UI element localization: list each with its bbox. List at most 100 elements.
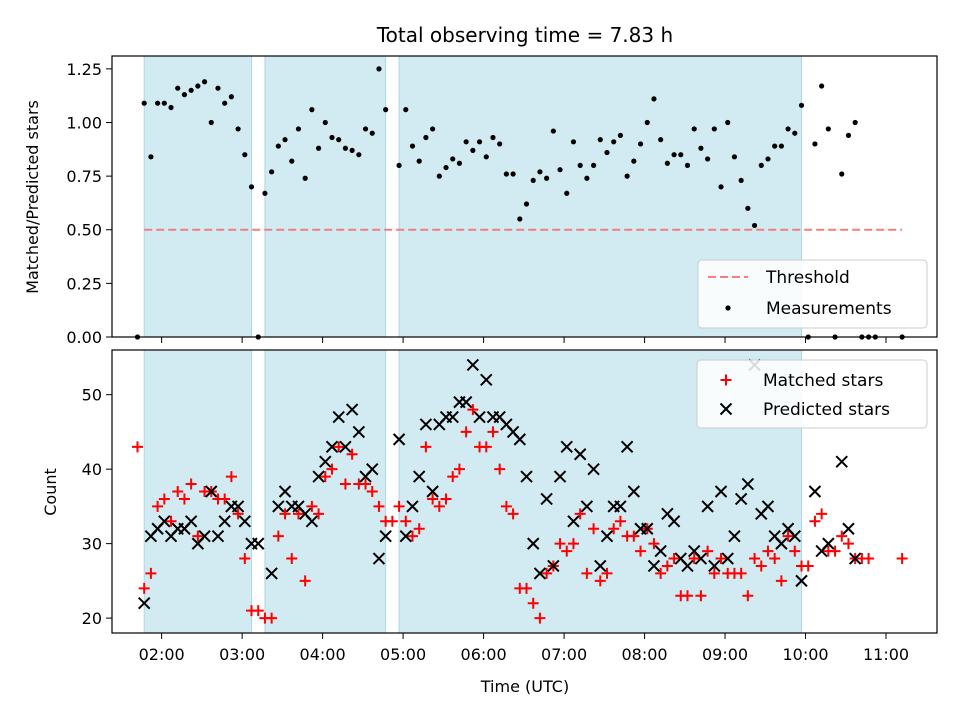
time-x-tick-label-3: 05:00 — [380, 645, 426, 664]
predicted-star-point-28-glyph — [332, 410, 345, 424]
matched-stars-series — [131, 404, 908, 624]
predicted-star-point-59 — [547, 559, 560, 573]
predicted-star-point-66 — [594, 559, 607, 573]
predicted-star-point-101-glyph — [842, 522, 855, 535]
predicted-star-point-54 — [513, 433, 527, 446]
predicted-star-point-77-glyph — [667, 515, 681, 528]
predicted-star-point-87-glyph — [734, 492, 748, 506]
predicted-star-point-48 — [473, 410, 486, 424]
measurement-point-76 — [651, 96, 657, 102]
predicted-star-point-97-glyph — [808, 485, 822, 498]
predicted-star-point-63-glyph — [573, 448, 587, 461]
matched-star-point-8-glyph — [185, 478, 197, 490]
measurement-point-96 — [785, 126, 791, 132]
measurement-point-60 — [544, 175, 550, 181]
matched-star-point-90-glyph — [735, 567, 747, 579]
predicted-star-point-33-glyph — [366, 462, 379, 476]
predicted-star-point-96 — [795, 574, 808, 588]
predicted-star-point-55-glyph — [520, 470, 533, 483]
predicted-star-point-34 — [372, 552, 386, 565]
measurement-point-45 — [443, 164, 449, 171]
measurement-point-88 — [731, 154, 738, 160]
predicted-star-point-3-glyph — [158, 515, 171, 528]
matched-star-point-94-glyph — [762, 545, 774, 557]
matched-star-point-72 — [614, 515, 626, 527]
predicted-star-point-82 — [701, 500, 714, 513]
predicted-star-point-49 — [480, 373, 493, 386]
measurement-point-30 — [336, 137, 342, 143]
predicted-star-point-82-glyph — [701, 500, 714, 513]
matched-star-point-20-glyph — [266, 612, 278, 624]
predicted-star-point-20 — [278, 485, 292, 498]
predicted-star-point-64-glyph — [580, 500, 594, 513]
predicted-star-point-69 — [614, 500, 627, 513]
measurement-point-59 — [537, 169, 543, 175]
matched-star-point-41 — [406, 530, 418, 542]
measurement-point-66 — [584, 175, 590, 181]
legend-predicted-label: Predicted stars — [763, 400, 890, 420]
predicted-star-point-70 — [620, 440, 634, 454]
predicted-star-point-54-glyph — [513, 433, 527, 446]
time-x-tick-label-0: 02:00 — [139, 645, 185, 664]
matched-star-point-92-glyph — [749, 553, 761, 565]
matched-star-point-55 — [500, 500, 512, 512]
matched-star-point-93-glyph — [755, 560, 767, 572]
measurement-point-106 — [852, 119, 858, 126]
matched-star-point-28-glyph — [319, 471, 331, 483]
measurement-point-72 — [624, 173, 630, 179]
matched-star-point-18-glyph — [252, 605, 264, 617]
time-x-axis-label: Time (UTC) — [480, 677, 569, 696]
matched-star-point-93 — [755, 560, 767, 572]
matched-star-point-71-glyph — [608, 523, 620, 535]
measurement-point-90 — [745, 205, 751, 211]
matched-star-point-56 — [507, 508, 519, 520]
predicted-star-point-18 — [265, 567, 278, 580]
predicted-star-point-74 — [647, 559, 661, 573]
measurement-point-58 — [530, 177, 536, 184]
predicted-star-point-71-glyph — [627, 485, 641, 498]
matched-star-point-63 — [554, 538, 566, 550]
matched-star-point-4 — [158, 493, 170, 505]
ratio-x-axis-ticks — [161, 337, 887, 343]
matched-star-point-44-glyph — [427, 493, 439, 505]
matched-star-point-52-glyph — [480, 441, 492, 453]
predicted-star-point-99-glyph — [822, 537, 835, 550]
measurement-point-5 — [168, 104, 174, 111]
measurement-point-73 — [631, 158, 637, 164]
matched-star-point-36 — [373, 500, 385, 512]
matched-star-point-109 — [863, 553, 875, 565]
matched-star-point-100 — [802, 560, 814, 572]
matched-star-point-102-glyph — [816, 508, 828, 520]
matched-star-point-105-glyph — [836, 530, 848, 542]
matched-star-point-74 — [628, 530, 640, 542]
predicted-star-point-11-glyph — [211, 529, 225, 543]
predicted-star-point-60 — [553, 470, 567, 483]
predicted-star-point-46-glyph — [459, 395, 473, 409]
matched-star-point-5-glyph — [165, 515, 177, 527]
matched-star-point-18 — [252, 605, 264, 617]
legend-predicted-swatch — [719, 402, 733, 416]
predicted-star-point-7-glyph — [184, 515, 198, 528]
matched-star-point-13 — [219, 493, 231, 505]
predicted-star-point-56 — [527, 537, 540, 550]
measurement-point-4 — [161, 100, 167, 106]
measurement-point-79 — [671, 152, 677, 158]
ratio-y-axis-label: Matched/Predicted stars — [23, 100, 42, 294]
matched-star-point-25 — [299, 575, 311, 587]
matched-star-point-29-glyph — [326, 463, 338, 475]
matched-star-point-52 — [480, 441, 492, 453]
predicted-star-point-62-glyph — [567, 515, 580, 528]
time-x-tick-label-1: 03:00 — [219, 645, 265, 664]
matched-star-point-87 — [715, 553, 727, 565]
measurement-point-21 — [275, 143, 281, 149]
measurement-point-93 — [765, 156, 771, 162]
matched-star-point-61 — [541, 567, 553, 579]
measurement-point-100 — [812, 141, 818, 147]
matched-star-point-42-glyph — [413, 523, 425, 535]
matched-star-point-101-glyph — [809, 515, 821, 527]
matched-star-point-7-glyph — [178, 493, 190, 505]
legend-matched-swatch — [720, 374, 732, 386]
matched-star-point-95 — [769, 553, 781, 565]
predicted-star-point-29 — [339, 440, 352, 454]
matched-star-point-27-glyph — [313, 508, 325, 520]
